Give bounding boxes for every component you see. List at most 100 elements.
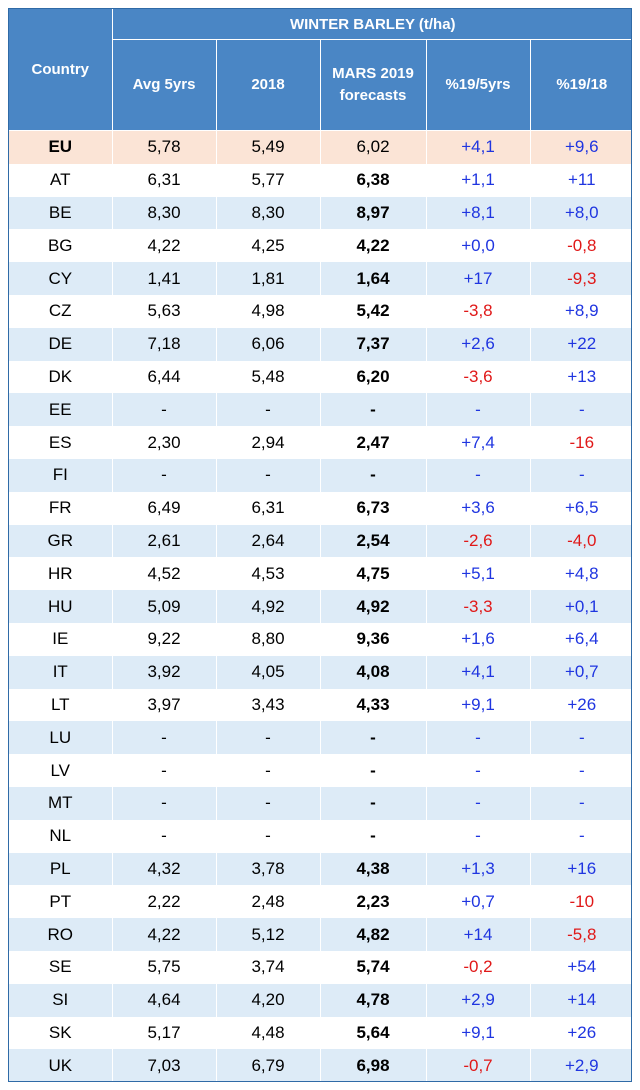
cell-avg-5yrs: 7,03: [112, 1049, 217, 1081]
cell-forecast: -: [320, 754, 427, 787]
cell-avg-5yrs: 5,75: [112, 950, 217, 984]
cell-forecast: -: [320, 393, 427, 427]
cell-2018: 5,49: [216, 130, 321, 164]
cell-pct-19-5yrs: +3,6: [426, 491, 531, 525]
cell-pct-19-5yrs: -3,8: [426, 294, 531, 328]
table-row: BG 4,22 4,25 4,22 +0,0 -0,8: [9, 229, 631, 263]
cell-pct-19-5yrs: -2,6: [426, 524, 531, 558]
cell-forecast: 4,92: [320, 590, 427, 623]
cell-pct-19-18: -10: [530, 885, 631, 919]
cell-country: DE: [9, 327, 113, 361]
cell-forecast: -: [320, 786, 427, 820]
cell-forecast: 1,64: [320, 262, 427, 295]
cell-pct-19-5yrs: +7,4: [426, 426, 531, 459]
cell-avg-5yrs: 2,22: [112, 885, 217, 919]
forecast-header-line2: forecasts: [339, 87, 407, 104]
table-row: FI - - - - -: [9, 458, 631, 492]
cell-forecast: 2,23: [320, 885, 427, 919]
table-row: BE 8,30 8,30 8,97 +8,1 +8,0: [9, 196, 631, 230]
cell-avg-5yrs: 1,41: [112, 262, 217, 295]
cell-2018: -: [216, 819, 321, 853]
table-row: CY 1,41 1,81 1,64 +17 -9,3: [9, 262, 631, 295]
cell-avg-5yrs: 6,31: [112, 163, 217, 197]
cell-country: RO: [9, 918, 113, 951]
cell-2018: 4,92: [216, 590, 321, 623]
cell-pct-19-5yrs: -: [426, 393, 531, 427]
cell-forecast: 9,36: [320, 622, 427, 656]
cell-avg-5yrs: 6,49: [112, 491, 217, 525]
cell-country: PL: [9, 852, 113, 886]
cell-pct-19-5yrs: -3,6: [426, 360, 531, 394]
cell-country: EE: [9, 393, 113, 427]
cell-pct-19-18: -9,3: [530, 262, 631, 295]
table-row: SE 5,75 3,74 5,74 -0,2 +54: [9, 950, 631, 984]
cell-pct-19-5yrs: +0,7: [426, 885, 531, 919]
cell-avg-5yrs: 3,97: [112, 688, 217, 722]
cell-pct-19-18: -: [530, 721, 631, 755]
cell-2018: 6,79: [216, 1049, 321, 1081]
table-row: RO 4,22 5,12 4,82 +14 -5,8: [9, 918, 631, 951]
cell-pct-19-18: +11: [530, 163, 631, 197]
cell-avg-5yrs: -: [112, 786, 217, 820]
cell-pct-19-18: +14: [530, 983, 631, 1017]
cell-forecast: 6,98: [320, 1049, 427, 1081]
cell-pct-19-5yrs: +17: [426, 262, 531, 295]
cell-pct-19-5yrs: +1,1: [426, 163, 531, 197]
cell-forecast: 7,37: [320, 327, 427, 361]
cell-avg-5yrs: 2,30: [112, 426, 217, 459]
cell-2018: -: [216, 458, 321, 492]
cell-pct-19-5yrs: +2,9: [426, 983, 531, 1017]
cell-pct-19-5yrs: -: [426, 786, 531, 820]
cell-pct-19-18: +4,8: [530, 557, 631, 591]
column-header-country: Country: [9, 9, 113, 131]
cell-country: MT: [9, 786, 113, 820]
table-row: HU 5,09 4,92 4,92 -3,3 +0,1: [9, 590, 631, 623]
table-row: DK 6,44 5,48 6,20 -3,6 +13: [9, 360, 631, 394]
cell-pct-19-18: -4,0: [530, 524, 631, 558]
table-row: IE 9,22 8,80 9,36 +1,6 +6,4: [9, 622, 631, 656]
cell-pct-19-18: +2,9: [530, 1049, 631, 1081]
cell-forecast: 6,20: [320, 360, 427, 394]
cell-2018: -: [216, 393, 321, 427]
cell-forecast: 6,73: [320, 491, 427, 525]
cell-avg-5yrs: -: [112, 754, 217, 787]
cell-country: FR: [9, 491, 113, 525]
cell-pct-19-18: -16: [530, 426, 631, 459]
cell-forecast: 8,97: [320, 196, 427, 230]
column-header-pct-19-18: %19/18: [530, 39, 631, 131]
cell-pct-19-18: +26: [530, 1016, 631, 1050]
cell-pct-19-5yrs: +1,3: [426, 852, 531, 886]
cell-country: NL: [9, 819, 113, 853]
cell-forecast: 6,02: [320, 130, 427, 164]
cell-pct-19-5yrs: -: [426, 819, 531, 853]
cell-country: SK: [9, 1016, 113, 1050]
cell-pct-19-5yrs: +1,6: [426, 622, 531, 656]
cell-country: BE: [9, 196, 113, 230]
cell-pct-19-18: +16: [530, 852, 631, 886]
column-header-2018: 2018: [216, 39, 321, 131]
cell-2018: -: [216, 721, 321, 755]
cell-avg-5yrs: 3,92: [112, 655, 217, 689]
cell-forecast: 5,64: [320, 1016, 427, 1050]
cell-2018: 4,48: [216, 1016, 321, 1050]
table-row: LV - - - - -: [9, 754, 631, 787]
cell-avg-5yrs: 4,52: [112, 557, 217, 591]
cell-2018: 3,78: [216, 852, 321, 886]
cell-avg-5yrs: -: [112, 721, 217, 755]
table-header: Country WINTER BARLEY (t/ha) Avg 5yrs 20…: [9, 9, 631, 131]
cell-pct-19-5yrs: -0,7: [426, 1049, 531, 1081]
cell-pct-19-5yrs: +4,1: [426, 655, 531, 689]
table-row: SK 5,17 4,48 5,64 +9,1 +26: [9, 1016, 631, 1050]
cell-country: LU: [9, 721, 113, 755]
cell-forecast: 4,82: [320, 918, 427, 951]
cell-country: ES: [9, 426, 113, 459]
cell-pct-19-18: +22: [530, 327, 631, 361]
cell-pct-19-18: +26: [530, 688, 631, 722]
cell-pct-19-5yrs: +5,1: [426, 557, 531, 591]
cell-pct-19-18: +6,4: [530, 622, 631, 656]
cell-avg-5yrs: 8,30: [112, 196, 217, 230]
cell-country: CZ: [9, 294, 113, 328]
cell-2018: 4,53: [216, 557, 321, 591]
column-header-forecast: MARS 2019 forecasts: [320, 39, 427, 131]
column-header-avg-5yrs: Avg 5yrs: [112, 39, 217, 131]
